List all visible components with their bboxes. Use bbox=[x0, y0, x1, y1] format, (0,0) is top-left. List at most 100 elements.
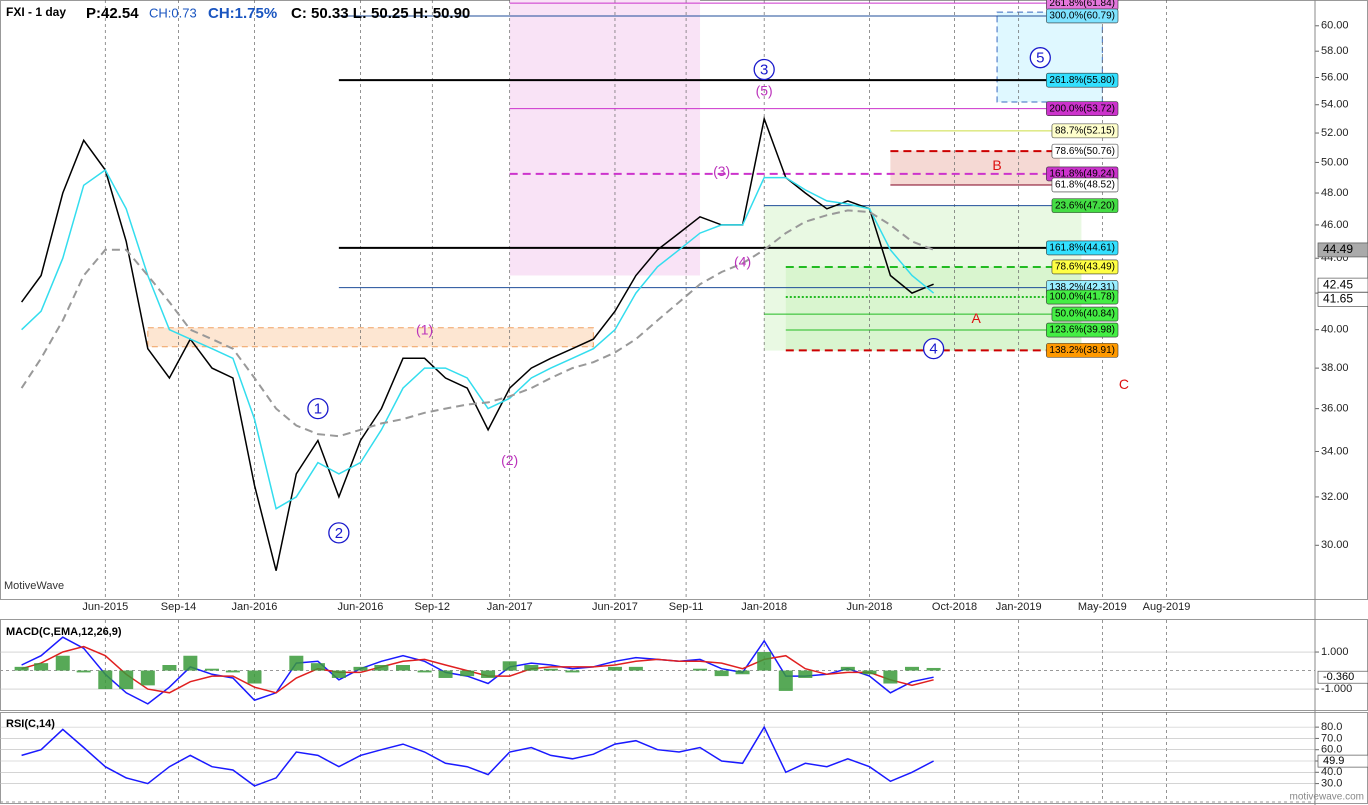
y-tick-label: 60.0 bbox=[1321, 744, 1342, 756]
fib-label-box bbox=[1046, 322, 1119, 338]
wave-circle bbox=[922, 338, 945, 360]
wave-label: C bbox=[1119, 376, 1129, 392]
series-line bbox=[21, 725, 934, 787]
value-tag bbox=[1317, 670, 1368, 684]
fib-label-box bbox=[1046, 343, 1119, 358]
histogram-bar bbox=[460, 670, 475, 677]
x-tick-label: Jan-2018 bbox=[741, 601, 787, 613]
histogram-bar bbox=[225, 670, 240, 673]
y-tick-label: 60.00 bbox=[1321, 20, 1349, 32]
fib-label: 300.0%(60.79) bbox=[1049, 11, 1115, 22]
x-tick-label: Jan-2016 bbox=[232, 601, 278, 613]
histogram-bar bbox=[417, 670, 432, 673]
histogram-bar bbox=[693, 668, 708, 671]
x-tick-label: Jun-2015 bbox=[82, 601, 128, 613]
histogram-bar bbox=[310, 663, 325, 671]
histogram-bar bbox=[778, 670, 793, 691]
y-tick-label: -1.000 bbox=[1321, 683, 1352, 695]
histogram-bar bbox=[524, 665, 539, 671]
fib-label: 123.6%(39.98) bbox=[1049, 325, 1115, 336]
y-tick-label: 30.0 bbox=[1321, 777, 1342, 789]
wave-label: 3 bbox=[760, 61, 768, 78]
histogram-bar bbox=[565, 670, 580, 673]
symbol: FXI - 1 day bbox=[6, 5, 66, 19]
zone bbox=[147, 327, 594, 348]
histogram-bar bbox=[183, 655, 198, 671]
wave-circle bbox=[753, 58, 775, 81]
histogram-bar bbox=[883, 670, 898, 684]
wave-label: B bbox=[992, 157, 1001, 173]
wave-label: (3) bbox=[713, 163, 730, 179]
price-tag-label: 42.45 bbox=[1323, 277, 1353, 291]
price: P:42.54 bbox=[86, 5, 139, 22]
x-tick-label: Sep-12 bbox=[415, 601, 450, 613]
value-tag-label: 49.9 bbox=[1323, 755, 1344, 767]
change-pct: CH:1.75% bbox=[208, 5, 277, 22]
fib-label-box bbox=[1046, 8, 1119, 24]
fib-label-box bbox=[1051, 123, 1119, 139]
fib-label-box bbox=[1051, 143, 1119, 159]
price-tag bbox=[1317, 292, 1368, 307]
fib-label: 61.8%(48.52) bbox=[1055, 180, 1115, 191]
histogram-bar bbox=[204, 668, 219, 671]
y-tick-label: 40.00 bbox=[1321, 324, 1349, 336]
histogram-bar bbox=[162, 665, 177, 671]
y-tick-label: 48.00 bbox=[1321, 187, 1349, 199]
histogram-bar bbox=[140, 670, 155, 686]
fib-label: 88.7%(52.15) bbox=[1055, 126, 1115, 137]
y-tick-label: 32.00 bbox=[1321, 491, 1349, 503]
y-tick-label: 34.00 bbox=[1321, 445, 1349, 457]
histogram-bar bbox=[628, 666, 643, 671]
fib-label: 100.0%(41.78) bbox=[1049, 292, 1115, 303]
y-tick-label: 38.00 bbox=[1321, 362, 1349, 374]
y-tick-label: 56.00 bbox=[1321, 71, 1349, 83]
x-tick-label: Aug-2019 bbox=[1143, 601, 1191, 613]
x-tick-label: Sep-11 bbox=[669, 601, 704, 613]
histogram-bar bbox=[840, 666, 855, 671]
wave-label: (1) bbox=[416, 321, 433, 337]
histogram-bar bbox=[904, 666, 919, 671]
wave-label: 4 bbox=[929, 341, 937, 358]
x-tick-label: Jan-2019 bbox=[996, 601, 1042, 613]
y-tick-label: 80.0 bbox=[1321, 721, 1342, 733]
histogram-bar bbox=[757, 652, 772, 671]
wave-label: (5) bbox=[756, 83, 773, 99]
wave-circle bbox=[328, 522, 350, 544]
wave-label: 2 bbox=[335, 525, 343, 542]
watermark: MotiveWave bbox=[4, 580, 64, 592]
fib-label: 261.8%(55.80) bbox=[1049, 75, 1115, 86]
zone bbox=[509, 0, 701, 276]
fib-label-box bbox=[1051, 306, 1119, 322]
histogram-bar bbox=[798, 670, 813, 678]
value-tag bbox=[1317, 754, 1368, 768]
y-tick-label: 52.00 bbox=[1321, 127, 1349, 139]
y-tick-label: 36.00 bbox=[1321, 403, 1349, 415]
price-tag-label: 44.49 bbox=[1323, 242, 1353, 256]
value-tag-label: -0.360 bbox=[1323, 671, 1354, 683]
fib-label-box bbox=[1051, 177, 1119, 193]
panel-title: RSI(C,14) bbox=[6, 718, 55, 730]
wave-label: (2) bbox=[501, 452, 518, 468]
y-tick-label: 70.0 bbox=[1321, 732, 1342, 744]
zone bbox=[890, 150, 1060, 186]
y-tick-label: 46.00 bbox=[1321, 219, 1349, 231]
histogram-bar bbox=[374, 665, 389, 671]
fib-label-box bbox=[1046, 240, 1119, 256]
wave-label: (4) bbox=[734, 253, 751, 269]
histogram-bar bbox=[438, 670, 453, 678]
y-tick-label: 50.00 bbox=[1321, 156, 1349, 168]
fib-label: 200.0%(53.72) bbox=[1049, 103, 1115, 114]
histogram-bar bbox=[926, 667, 941, 671]
histogram-bar bbox=[247, 670, 262, 684]
change: CH:0.73 bbox=[149, 5, 197, 20]
histogram-bar bbox=[289, 655, 304, 671]
wave-label: 5 bbox=[1036, 50, 1044, 67]
fib-label-box bbox=[1046, 101, 1119, 116]
histogram-bar bbox=[396, 665, 411, 671]
series-line bbox=[21, 168, 935, 510]
x-tick-label: Jan-2017 bbox=[487, 601, 533, 613]
series-line bbox=[20, 116, 934, 571]
histogram-bar bbox=[331, 670, 346, 678]
histogram-bar bbox=[119, 670, 134, 690]
y-tick-label: 54.00 bbox=[1321, 99, 1349, 111]
